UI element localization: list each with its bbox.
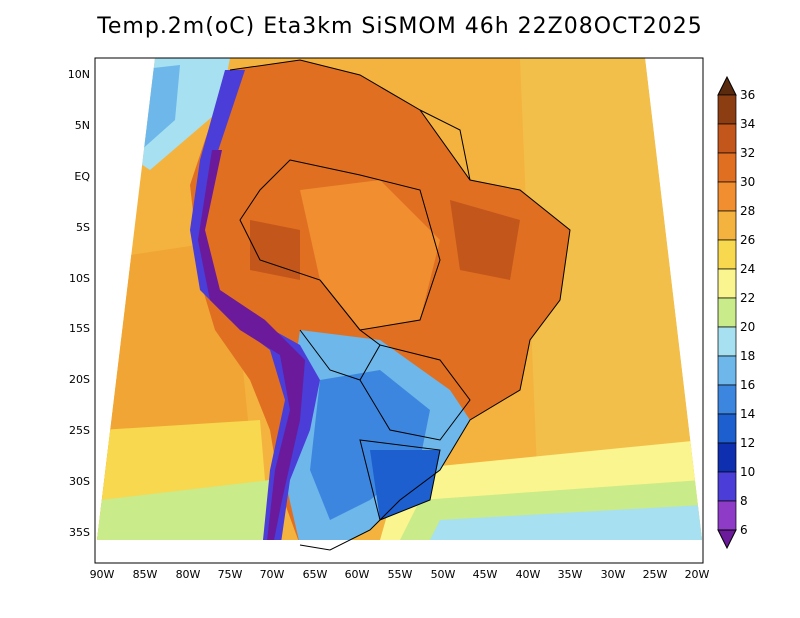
- colorbar-segment: [717, 297, 737, 328]
- colorbar-label: 10: [740, 465, 755, 479]
- lon-label: 55W: [388, 568, 413, 581]
- colorbar-segment: [717, 442, 737, 473]
- colorbar-segment: [717, 123, 737, 154]
- colorbar-segment: [717, 239, 737, 270]
- colorbar-label: 32: [740, 146, 755, 160]
- colorbar-segment: [717, 500, 737, 531]
- lat-label: 15S: [69, 322, 90, 335]
- colorbar: 36 34 32 30 28 26 24 22 20 18 16 14 12 10 8 6: [717, 75, 755, 550]
- lon-label: 85W: [133, 568, 158, 581]
- lat-label: 20S: [69, 373, 90, 386]
- colorbar-label: 16: [740, 378, 755, 392]
- latitude-labels: 10N 5N EQ 5S 10S 15S 20S 25S 30S 35S: [68, 68, 91, 539]
- lon-label: 50W: [431, 568, 456, 581]
- lat-label: 10S: [69, 272, 90, 285]
- colorbar-segment: [717, 384, 737, 415]
- lon-label: 90W: [90, 568, 115, 581]
- lon-label: 80W: [176, 568, 201, 581]
- colorbar-label: 28: [740, 204, 755, 218]
- colorbar-label: 26: [740, 233, 755, 247]
- lon-label: 20W: [685, 568, 710, 581]
- colorbar-segment: [717, 268, 737, 299]
- colorbar-label: 20: [740, 320, 755, 334]
- map-title: Temp.2m(oC) Eta3km SiSMOM 46h 22Z08OCT20…: [97, 14, 703, 39]
- colorbar-bottom-arrow: [717, 529, 737, 550]
- temperature-field: [97, 58, 702, 540]
- lon-label: 75W: [218, 568, 243, 581]
- colorbar-segment: [717, 413, 737, 444]
- colorbar-label: 6: [740, 523, 748, 537]
- lon-label: 35W: [558, 568, 583, 581]
- colorbar-label: 12: [740, 436, 755, 450]
- colorbar-segment: [717, 210, 737, 241]
- lon-label: 60W: [345, 568, 370, 581]
- lon-label: 25W: [643, 568, 668, 581]
- colorbar-label: 36: [740, 88, 755, 102]
- colorbar-label: 30: [740, 175, 755, 189]
- lon-label: 40W: [516, 568, 541, 581]
- lat-label: 10N: [68, 68, 90, 81]
- colorbar-label: 22: [740, 291, 755, 305]
- lat-label: 35S: [69, 526, 90, 539]
- colorbar-segment: [717, 152, 737, 183]
- colorbar-label: 8: [740, 494, 748, 508]
- colorbar-segment: [717, 355, 737, 386]
- lon-label: 30W: [601, 568, 626, 581]
- lat-label: 30S: [69, 475, 90, 488]
- longitude-labels: 90W 85W 80W 75W 70W 65W 60W 55W 50W 45W …: [90, 568, 710, 581]
- lat-label: 5S: [76, 221, 90, 234]
- lon-label: 45W: [473, 568, 498, 581]
- lon-label: 65W: [303, 568, 328, 581]
- lat-label: 5N: [75, 119, 90, 132]
- colorbar-segment: [717, 94, 737, 125]
- map-frame: [94, 57, 704, 564]
- colorbar-label: 34: [740, 117, 755, 131]
- colorbar-top-arrow: [717, 75, 737, 96]
- lat-label: 25S: [69, 424, 90, 437]
- colorbar-label: 24: [740, 262, 755, 276]
- colorbar-label: 18: [740, 349, 755, 363]
- colorbar-label: 14: [740, 407, 755, 421]
- lon-label: 70W: [260, 568, 285, 581]
- colorbar-segment: [717, 471, 737, 502]
- country-borders: [229, 59, 571, 551]
- colorbar-segment: [717, 326, 737, 357]
- colorbar-segment: [717, 181, 737, 212]
- lat-label: EQ: [74, 170, 90, 183]
